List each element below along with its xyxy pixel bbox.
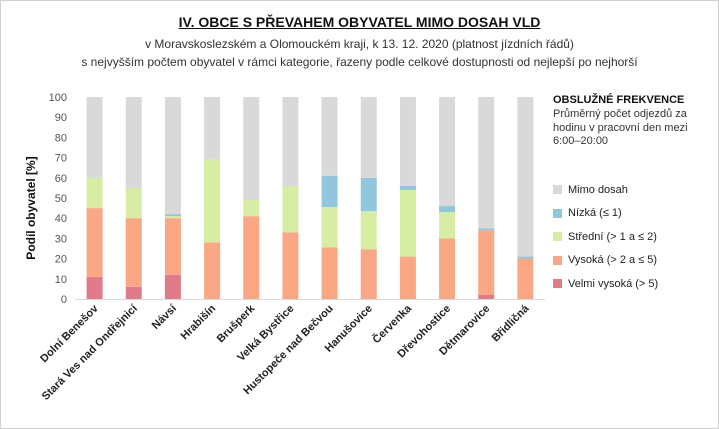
legend-swatch — [553, 208, 562, 218]
bar-segment-8-2 — [399, 189, 416, 257]
bar-segment-10-4 — [478, 97, 495, 229]
x-tick-label: Hrabišín — [179, 302, 219, 342]
legend-swatch — [553, 279, 562, 289]
bar-segment-2-1 — [164, 218, 181, 275]
bar-segment-8-4 — [399, 97, 416, 186]
bar-segment-6-4 — [321, 97, 338, 176]
bar-segment-1-4 — [125, 97, 142, 188]
bar-segment-0-4 — [86, 97, 103, 178]
bar-segment-6-1 — [321, 247, 338, 299]
bar-segment-10-1 — [478, 230, 495, 295]
legend-label: Velmi vysoká (> 5) — [568, 277, 659, 290]
y-tick-label: 70 — [55, 153, 67, 165]
bar-segment-2-0 — [164, 274, 181, 299]
bar-segment-5-2 — [282, 185, 299, 233]
y-tick-label: 100 — [49, 92, 67, 104]
bar-segment-11-3 — [517, 256, 534, 259]
bar-segment-9-4 — [439, 97, 456, 207]
legend-label: Střední (> 1 a ≤ 2) — [568, 230, 657, 243]
bar-segment-6-2 — [321, 207, 338, 248]
chart-title: IV. OBCE S PŘEVAHEM OBYVATEL MIMO DOSAH … — [178, 14, 541, 30]
bar-segment-11-1 — [517, 258, 534, 299]
legend-item: Mimo dosah — [553, 178, 658, 202]
bar-segment-1-0 — [125, 286, 142, 299]
y-tick-label: 30 — [55, 233, 67, 245]
legend-label: Vysoká (> 2 a ≤ 5) — [568, 254, 658, 267]
bar-segment-4-1 — [243, 216, 260, 299]
bar-segment-3-1 — [204, 242, 221, 299]
bar-segment-0-2 — [86, 177, 103, 209]
bar-segment-3-4 — [204, 97, 221, 160]
bar-segment-2-3 — [164, 214, 181, 217]
legend-label: Nízká (≤ 1) — [568, 207, 622, 220]
y-tick-label: 60 — [55, 173, 67, 185]
bar-segment-7-2 — [360, 211, 377, 250]
bar-segment-4-4 — [243, 97, 260, 201]
legend-note: Průměrný počet odjezdů za hodinu v praco… — [553, 108, 688, 147]
bar-segment-0-0 — [86, 276, 103, 299]
bar-segment-2-2 — [164, 216, 181, 219]
legend-heading: OBSLUŽNÉ FREKVENCE — [553, 94, 685, 106]
bar-segment-1-1 — [125, 218, 142, 287]
y-tick-label: 20 — [55, 254, 67, 266]
y-tick-label: 50 — [55, 193, 67, 205]
bar-segment-3-2 — [204, 159, 221, 243]
bar-segment-4-2 — [243, 200, 260, 217]
legend-label: Mimo dosah — [568, 183, 628, 196]
y-tick-label: 40 — [55, 213, 67, 225]
bar-segment-9-1 — [439, 238, 456, 299]
bar-segment-8-1 — [399, 256, 416, 299]
y-tick-label: 10 — [55, 274, 67, 286]
legend-item: Velmi vysoká (> 5) — [553, 272, 658, 296]
legend-swatch — [553, 185, 562, 195]
chart-subtitle-line-1: v Moravskoslezském a Olomouckém kraji, k… — [145, 37, 574, 51]
bar-segment-10-0 — [478, 294, 495, 299]
y-tick-label: 0 — [61, 294, 67, 306]
bar-segment-7-3 — [360, 177, 377, 212]
legend-item: Nízká (≤ 1) — [553, 202, 658, 226]
bar-segment-2-4 — [164, 97, 181, 215]
chart-subtitle-line-2: s nejvyšším počtem obyvatel v rámci kate… — [81, 55, 638, 69]
bar-segment-9-2 — [439, 212, 456, 239]
y-axis-label: Podíl obyvatel [%] — [24, 156, 38, 260]
bar-segment-5-4 — [282, 97, 299, 186]
bar-segment-11-4 — [517, 97, 534, 257]
legend-item: Vysoká (> 2 a ≤ 5) — [553, 249, 658, 273]
legend-item: Střední (> 1 a ≤ 2) — [553, 225, 658, 249]
bar-segment-10-3 — [478, 228, 495, 231]
bar-segment-9-3 — [439, 206, 456, 213]
bar-segment-1-2 — [125, 187, 142, 219]
bar-segment-7-1 — [360, 249, 377, 299]
bar-segment-5-1 — [282, 232, 299, 299]
bar-segment-8-3 — [399, 185, 416, 190]
legend: Mimo dosah Nízká (≤ 1) Střední (> 1 a ≤ 2)… — [553, 178, 658, 296]
bar-segment-6-3 — [321, 175, 338, 208]
x-tick-label: Břidličná — [490, 302, 532, 344]
legend-swatch — [553, 232, 562, 242]
legend-swatch — [553, 255, 562, 265]
y-tick-label: 90 — [55, 112, 67, 124]
x-tick-label: Návsí — [150, 302, 180, 332]
bar-segment-0-1 — [86, 208, 103, 277]
bar-segment-7-4 — [360, 97, 377, 178]
y-tick-label: 80 — [55, 132, 67, 144]
